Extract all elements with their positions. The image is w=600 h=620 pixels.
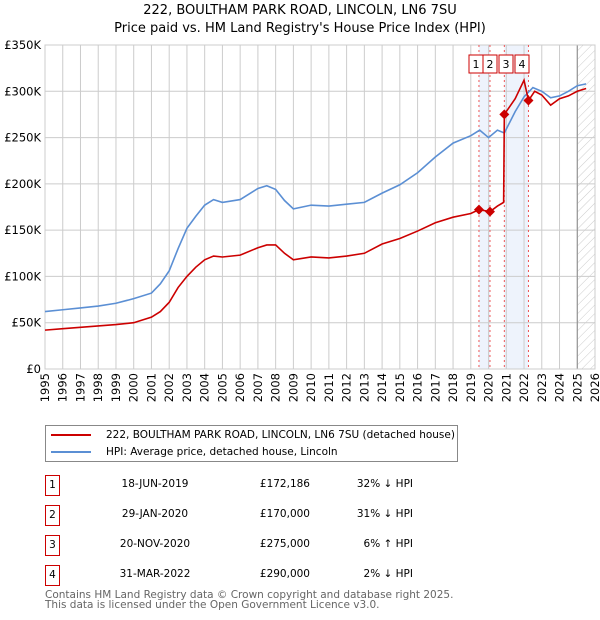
hpi-line [44,83,587,313]
footer-line: This data is licensed under the Open Gov… [45,599,380,611]
subtitle-line: Price paid vs. HM Land Registry's House … [114,21,486,36]
sale-marker-label: 1 [473,58,480,71]
x-tick-label: 2026 [588,373,600,402]
sale-hpi-diff: 6% ↑ HPI [363,538,413,550]
x-tick-label: 2025 [570,373,584,402]
x-tick-label: 2002 [162,373,176,402]
footer: Contains HM Land Registry data © Crown c… [45,589,454,611]
x-tick-label: 2001 [144,373,158,402]
x-tick-label: 2012 [340,373,354,402]
sale-point [473,204,484,215]
blue-line-swatch [51,450,91,453]
x-tick-label: 2024 [553,373,567,402]
sale-marker-label: 4 [45,565,60,586]
legend-item-property: 222, BOULTHAM PARK ROAD, LINCOLN, LN6 7S… [46,426,457,443]
forecast-hatch [577,45,595,369]
sale-hpi-diff: 32% ↓ HPI [356,478,413,490]
y-tick-label: £0 [26,362,41,376]
y-tick-label: £150K [4,223,41,237]
x-tick-label: 2018 [446,373,460,402]
x-tick-label: 2019 [464,373,478,402]
x-tick-label: 2000 [127,373,141,402]
shaded-range [478,45,490,369]
sale-price: £172,186 [259,478,310,490]
y-tick-label: £250K [4,131,41,145]
x-tick-label: 1997 [73,373,87,402]
sale-price: £290,000 [259,568,310,580]
x-tick-label: 1998 [91,373,105,402]
legend-item-hpi: HPI: Average price, detached house, Linc… [46,443,457,460]
x-tick-label: 2007 [251,373,265,402]
legend-label: 222, BOULTHAM PARK ROAD, LINCOLN, LN6 7S… [106,428,455,441]
price-chart: 1995 1996 1997 1998 1999 2000 2001 2002 2003 2004… [4,38,600,402]
sale-date: 18-JUN-2019 [121,478,189,490]
sale-marker-label: 3 [503,58,510,71]
x-tick-label: 2014 [375,373,389,402]
sale-marker-label: 1 [45,475,60,496]
sale-date: 29-JAN-2020 [121,508,189,520]
footer-line: Contains HM Land Registry data © Crown c… [45,589,454,601]
x-tick-label: 2006 [233,373,247,402]
x-tick-label: 2004 [198,373,212,402]
sale-hpi-diff: 31% ↓ HPI [356,508,413,520]
y-tick-label: £50K [12,316,42,330]
x-tick-label: 2023 [535,373,549,402]
sale-marker-box [498,54,514,74]
x-tick-label: 2021 [499,373,513,402]
y-tick-label: £350K [4,38,41,52]
y-tick-label: £100K [4,269,41,283]
sale-date: 31-MAR-2022 [119,568,191,580]
x-tick-label: 2016 [411,373,425,402]
sale-price: £170,000 [259,508,310,520]
shaded-range [504,45,529,369]
x-tick-label: 2010 [304,373,318,402]
sale-point [484,206,495,217]
legend: 222, BOULTHAM PARK ROAD, LINCOLN, LN6 7S… [45,425,458,462]
title-line: 222, BOULTHAM PARK ROAD, LINCOLN, LN6 7S… [143,3,457,18]
x-tick-label: 1999 [109,373,123,402]
sale-marker-label: 4 [519,58,526,71]
x-tick-label: 2017 [428,373,442,402]
red-line-swatch [51,433,91,436]
property-price-line [44,77,587,331]
sale-marker-label: 2 [487,58,494,71]
sale-point [499,109,510,120]
chart-title: 222, BOULTHAM PARK ROAD, LINCOLN, LN6 7S… [0,2,600,38]
sale-hpi-diff: 2% ↓ HPI [363,568,413,580]
x-tick-label: 1996 [56,373,70,402]
x-tick-label: 2005 [215,373,229,402]
sale-marker-label: 3 [45,535,60,556]
sale-point [523,95,534,106]
sale-marker-box [514,54,530,74]
x-tick-label: 2015 [393,373,407,402]
x-tick-label: 2013 [357,373,371,402]
x-tick-label: 2011 [322,373,336,402]
sale-price: £275,000 [259,538,310,550]
y-tick-label: £200K [4,177,41,191]
y-tick-label: £300K [4,84,41,98]
x-tick-label: 2009 [286,373,300,402]
legend-label: HPI: Average price, detached house, Linc… [106,445,338,458]
sale-marker-label: 2 [45,505,60,526]
x-tick-label: 2022 [517,373,531,402]
x-tick-label: 1995 [38,373,52,402]
sale-marker-box [482,54,498,74]
x-tick-label: 2008 [269,373,283,402]
sale-date: 20-NOV-2020 [119,538,191,550]
x-tick-label: 2003 [180,373,194,402]
x-tick-label: 2020 [482,373,496,402]
plot-frame [44,44,596,370]
